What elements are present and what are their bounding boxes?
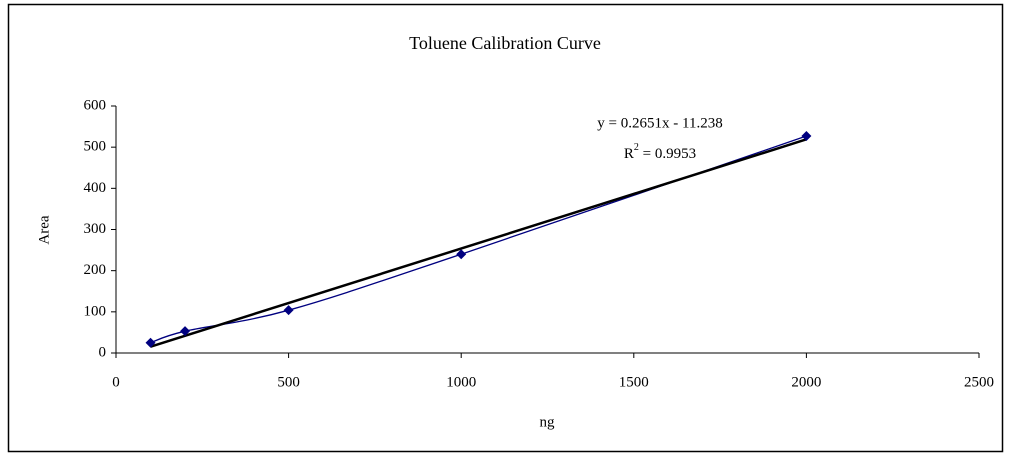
data-point [456, 249, 467, 260]
x-axis-label: ng [540, 414, 556, 430]
x-tick-label: 2500 [964, 374, 994, 390]
y-tick-label: 300 [84, 221, 107, 237]
data-point [283, 305, 294, 316]
r-squared: R2 = 0.9953 [624, 142, 696, 162]
chart-border [7, 3, 1004, 453]
trendline [150, 138, 807, 348]
trendline-equation: y = 0.2651x - 11.238 [597, 115, 722, 131]
y-tick-label: 200 [84, 262, 107, 278]
r-squared-symbol: R [624, 146, 634, 162]
y-tick-label: 0 [99, 344, 107, 360]
x-tick-label: 500 [277, 374, 300, 390]
data-point [801, 131, 812, 142]
x-tick-label: 0 [112, 374, 120, 390]
data-point [180, 326, 191, 337]
x-tick-label: 1000 [446, 374, 476, 390]
x-tick-label: 2000 [791, 374, 821, 390]
chart-title: Toluene Calibration Curve [409, 33, 601, 53]
y-axis-label: Area [36, 215, 52, 244]
y-tick-label: 500 [84, 139, 107, 155]
y-tick-label: 100 [84, 303, 107, 319]
r-squared-exponent: 2 [634, 142, 639, 153]
data-point [145, 337, 156, 348]
y-tick-label: 600 [84, 97, 107, 113]
y-tick-label: 400 [84, 180, 107, 196]
r-squared-value: = 0.9953 [639, 146, 696, 162]
x-tick-label: 1500 [619, 374, 649, 390]
